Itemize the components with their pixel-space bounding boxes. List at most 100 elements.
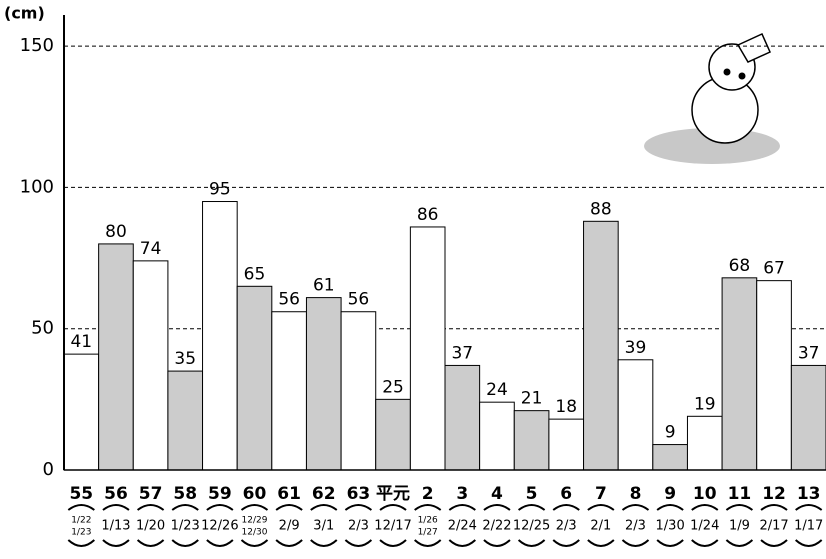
bracket [483, 504, 511, 511]
x-tick-label: 5 [526, 484, 538, 504]
bracket [379, 504, 407, 511]
bracket [102, 539, 130, 547]
bracket [414, 504, 442, 511]
bracket [552, 539, 580, 547]
value-label: 37 [798, 343, 820, 363]
x-tick-label: 平元 [376, 484, 410, 504]
bar [202, 201, 238, 471]
bracket [344, 504, 373, 511]
bracket [448, 504, 476, 511]
bracket [587, 504, 615, 511]
value-label: 67 [763, 259, 785, 279]
date-label: 1/20 [136, 519, 165, 534]
value-label: 39 [625, 338, 647, 358]
value-label: 18 [555, 397, 577, 417]
bracket [760, 539, 788, 547]
x-tick-label: 58 [173, 484, 197, 504]
x-tick-label: 7 [595, 484, 607, 504]
y-tick-label: 100 [20, 176, 54, 197]
bracket [795, 504, 823, 511]
bar [479, 401, 515, 471]
bracket [517, 504, 546, 511]
bracket [310, 539, 338, 547]
date-label: 1/17 [794, 519, 823, 534]
bar [617, 359, 654, 471]
bracket [379, 539, 407, 547]
bar [375, 398, 411, 471]
bracket [102, 504, 130, 511]
x-tick-label: 61 [277, 484, 301, 504]
bracket [171, 504, 199, 511]
x-tick-label: 6 [560, 484, 572, 504]
value-label: 61 [313, 276, 335, 296]
bar [236, 285, 273, 471]
value-label: 37 [451, 343, 473, 363]
x-tick-label: 59 [208, 484, 232, 504]
bracket [483, 539, 511, 547]
value-label: 74 [140, 239, 162, 259]
bracket [587, 539, 615, 547]
bracket [552, 504, 580, 511]
x-tick-label: 60 [243, 484, 267, 504]
x-tick-label: 55 [69, 484, 93, 504]
value-label: 65 [244, 264, 266, 284]
bracket [691, 539, 719, 547]
bracket [656, 504, 684, 511]
bracket [240, 504, 269, 511]
bar [305, 297, 342, 471]
bracket [275, 539, 303, 547]
bar [340, 311, 377, 471]
y-tick-label: 150 [20, 35, 54, 56]
bar [548, 418, 585, 471]
bracket [344, 539, 373, 547]
value-label: 25 [382, 377, 404, 397]
bracket [275, 504, 303, 511]
bar [98, 243, 134, 471]
x-tick-label: 4 [491, 484, 503, 504]
bracket [414, 539, 442, 547]
value-label: 80 [105, 222, 127, 242]
date-label: 12/30 [242, 528, 268, 538]
value-label: 21 [521, 389, 543, 409]
bar [583, 220, 619, 471]
x-tick-label: 10 [693, 484, 717, 504]
value-label: 41 [70, 332, 92, 352]
bar [132, 260, 169, 471]
bracket [171, 539, 199, 547]
value-label: 95 [209, 180, 231, 200]
date-label: 1/24 [690, 519, 719, 534]
date-label: 2/3 [348, 519, 369, 534]
value-label: 88 [590, 199, 612, 219]
date-label: 2/22 [482, 519, 511, 534]
date-label: 1/30 [656, 519, 685, 534]
date-label: 2/1 [590, 519, 611, 534]
y-tick-label: 0 [43, 459, 54, 480]
bar [409, 226, 446, 471]
bracket [621, 539, 650, 547]
bracket [725, 539, 754, 547]
bar [271, 311, 307, 471]
bracket [760, 504, 788, 511]
date-label: 2/3 [556, 519, 577, 534]
date-label: 3/1 [313, 519, 334, 534]
date-label: 12/25 [513, 519, 550, 534]
value-label: 68 [729, 256, 751, 276]
x-tick-label: 9 [664, 484, 676, 504]
x-tick-label: 57 [139, 484, 163, 504]
x-tick-label: 8 [630, 484, 642, 504]
date-label: 1/27 [418, 528, 438, 538]
date-label: 2/9 [279, 519, 300, 534]
x-tick-label: 3 [456, 484, 468, 504]
bracket [67, 539, 95, 547]
bracket [656, 539, 684, 547]
bracket [310, 504, 338, 511]
snowman [644, 33, 780, 164]
bracket [517, 539, 546, 547]
x-tick-label: 63 [347, 484, 371, 504]
date-label: 2/24 [448, 519, 477, 534]
y-axis-label: (cm) [4, 4, 45, 23]
date-label: 2/17 [759, 519, 788, 534]
bracket [136, 539, 165, 547]
date-label: 2/3 [625, 519, 646, 534]
